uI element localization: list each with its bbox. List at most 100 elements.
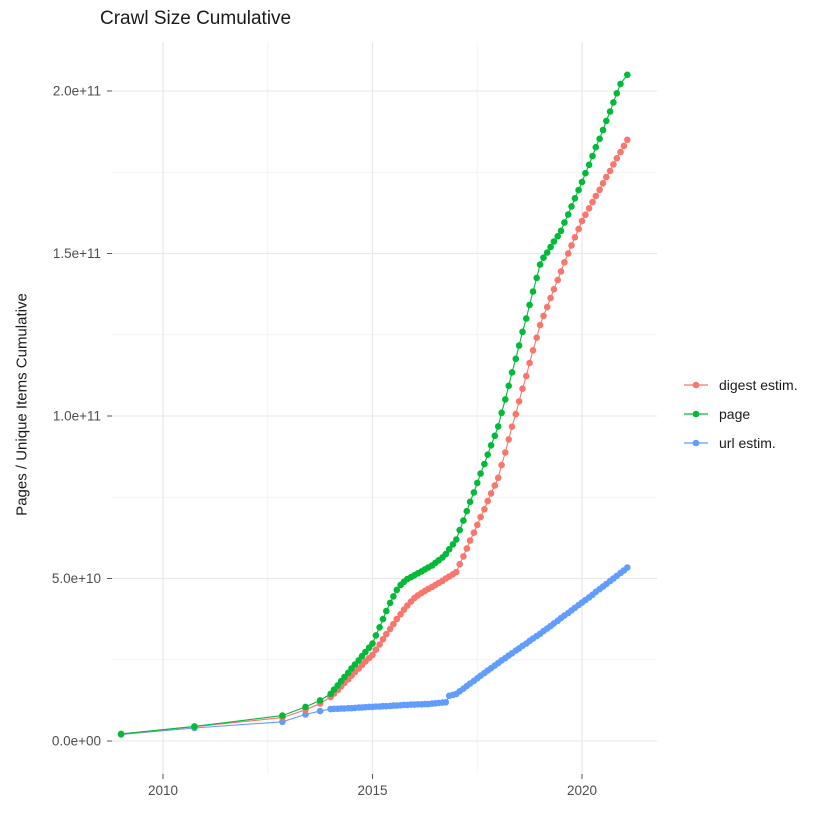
data-point xyxy=(372,646,380,653)
data-point xyxy=(557,227,565,235)
data-point xyxy=(484,497,492,505)
data-point xyxy=(596,186,603,194)
data-point xyxy=(316,697,324,704)
data-point xyxy=(341,673,348,681)
data-point xyxy=(578,178,586,186)
data-point xyxy=(613,155,621,162)
data-point xyxy=(599,180,607,187)
data-point xyxy=(481,460,488,468)
data-point xyxy=(362,648,369,656)
data-point xyxy=(592,192,600,200)
data-point xyxy=(596,135,603,143)
data-point xyxy=(523,372,530,380)
data-point xyxy=(453,568,460,576)
data-point xyxy=(529,288,537,295)
data-point xyxy=(515,342,523,349)
data-point xyxy=(575,186,582,194)
data-point xyxy=(491,482,499,489)
data-point xyxy=(512,410,520,418)
chart-title: Crawl Size Cumulative xyxy=(100,8,292,29)
data-point xyxy=(519,328,526,336)
data-point xyxy=(508,423,516,431)
data-point xyxy=(512,355,520,363)
data-point xyxy=(376,624,383,631)
data-point xyxy=(536,261,544,268)
data-point xyxy=(519,385,526,393)
data-point xyxy=(442,699,450,706)
data-point xyxy=(533,334,540,342)
data-point xyxy=(456,526,464,534)
y-axis-tick-label: 2.0e+11 xyxy=(53,84,101,99)
data-point xyxy=(606,108,614,115)
y-axis-tick-label: 1.0e+11 xyxy=(53,409,101,424)
y-axis-tick-label: 1.5e+11 xyxy=(53,246,101,261)
legend-item-digest-estim: digest estim. xyxy=(682,377,798,393)
data-point xyxy=(543,303,551,311)
legend-key-icon xyxy=(684,410,708,418)
data-point xyxy=(540,312,547,320)
data-point xyxy=(543,249,551,256)
data-point xyxy=(540,254,547,261)
data-point xyxy=(474,479,481,487)
data-point xyxy=(561,259,568,266)
data-point xyxy=(502,396,509,403)
data-point xyxy=(571,195,579,202)
y-axis-tick-label: 0.0e+00 xyxy=(52,734,101,749)
data-point xyxy=(369,640,376,647)
data-point xyxy=(316,707,324,715)
data-point xyxy=(372,632,380,639)
data-point xyxy=(624,136,631,144)
data-point xyxy=(515,398,523,405)
data-point xyxy=(383,607,390,615)
data-point xyxy=(554,233,561,240)
data-point xyxy=(547,294,554,302)
data-point xyxy=(578,217,586,225)
data-point xyxy=(599,126,607,134)
data-point xyxy=(494,423,502,430)
data-point xyxy=(550,286,558,293)
legend-label: digest estim. xyxy=(719,377,798,393)
legend-label: page xyxy=(719,406,751,422)
legend-key-icon xyxy=(684,439,708,447)
data-point xyxy=(610,99,617,106)
data-point xyxy=(470,489,478,496)
data-point xyxy=(498,461,505,469)
x-axis-tick-label: 2010 xyxy=(148,783,178,798)
data-point xyxy=(606,167,614,175)
data-point xyxy=(526,301,533,309)
data-point xyxy=(505,382,512,390)
data-point xyxy=(610,161,617,168)
data-point xyxy=(351,661,359,668)
data-point xyxy=(279,712,286,719)
data-point xyxy=(582,211,589,219)
data-point xyxy=(624,71,631,79)
data-point xyxy=(386,599,394,607)
data-point xyxy=(191,723,198,730)
data-point xyxy=(498,409,505,417)
data-point xyxy=(397,611,404,618)
data-point xyxy=(589,198,596,206)
legend-label: url estim. xyxy=(719,435,776,451)
data-point xyxy=(575,225,582,233)
data-point xyxy=(592,143,600,151)
data-point xyxy=(505,436,512,443)
data-point xyxy=(571,234,579,241)
data-point xyxy=(557,268,565,275)
data-point xyxy=(379,615,387,623)
data-point xyxy=(526,359,533,367)
legend-item-page: page xyxy=(682,406,798,422)
data-point xyxy=(502,449,509,456)
data-point xyxy=(460,517,467,524)
y-axis-tick-label: 5.0e+10 xyxy=(52,571,101,586)
data-point xyxy=(474,521,481,529)
data-point xyxy=(547,243,554,251)
data-point xyxy=(568,203,575,210)
data-point xyxy=(390,593,397,600)
data-point xyxy=(445,546,453,553)
data-point xyxy=(620,142,628,150)
data-point xyxy=(603,173,610,181)
data-point xyxy=(379,636,387,643)
data-point xyxy=(568,242,575,249)
data-point xyxy=(624,564,631,571)
